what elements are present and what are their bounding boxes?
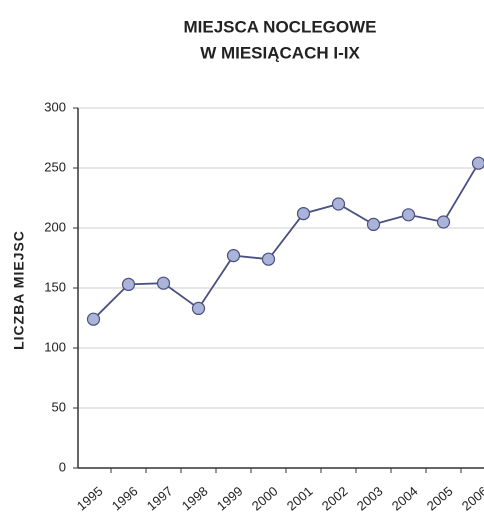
marker [366, 217, 381, 231]
marker [331, 197, 346, 211]
marker [121, 277, 136, 291]
y-tick-label: 100 [44, 339, 66, 354]
marker [261, 252, 276, 266]
x-tick-label: 1996 [109, 483, 141, 513]
x-tick-label: 1999 [214, 483, 246, 513]
y-tick-label: 50 [52, 399, 66, 414]
marker [191, 301, 206, 315]
x-tick-label: 2005 [424, 483, 456, 513]
marker [86, 312, 101, 326]
y-tick-label: 250 [44, 159, 66, 174]
marker [296, 207, 311, 221]
y-axis-title: LICZBA MIEJSC [11, 230, 27, 350]
chart-title: W MIESIĄCACH I-IX [200, 43, 360, 62]
marker [156, 276, 171, 290]
marker [471, 156, 484, 170]
y-tick-label: 200 [44, 219, 66, 234]
x-tick-label: 1998 [179, 483, 211, 513]
x-tick-label: 2004 [389, 483, 421, 513]
x-tick-label: 2002 [319, 483, 351, 513]
y-tick-label: 150 [44, 279, 66, 294]
x-tick-label: 1995 [74, 483, 106, 513]
x-tick-label: 2006 [459, 483, 484, 513]
x-tick-label: 1997 [144, 483, 176, 513]
x-tick-label: 2001 [284, 483, 316, 513]
line [92, 162, 480, 320]
chart-title: MIEJSCA NOCLEGOWE [184, 17, 377, 36]
marker [226, 249, 241, 263]
x-tick-label: 2003 [354, 483, 386, 513]
marker [401, 208, 416, 222]
x-tick-label: 2000 [249, 483, 281, 513]
marker [436, 215, 451, 229]
y-tick-label: 300 [44, 99, 66, 114]
y-tick-label: 0 [59, 459, 66, 474]
